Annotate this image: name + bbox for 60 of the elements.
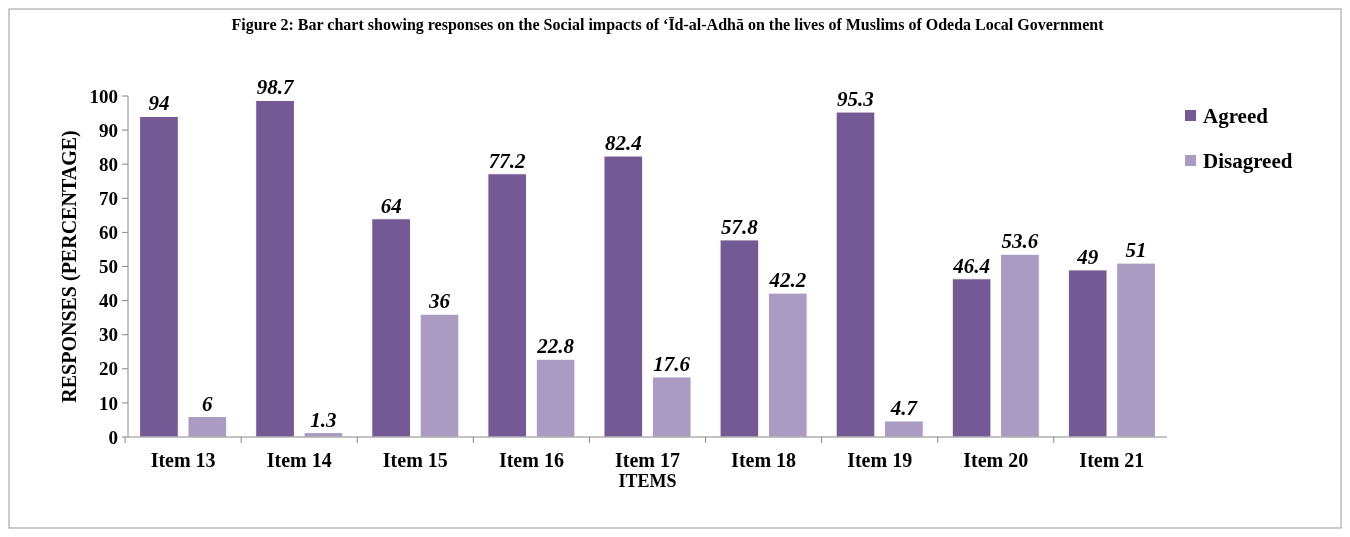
bar — [651, 376, 692, 438]
bar — [603, 155, 644, 438]
x-tick-label: Item 17 — [615, 449, 680, 471]
x-tick-label: Item 16 — [498, 449, 564, 471]
legend-label: Agreed — [1203, 104, 1269, 129]
legend-label: Disagreed — [1203, 149, 1293, 174]
y-tick-label: 100 — [89, 85, 118, 107]
data-label: 17.6 — [653, 351, 691, 376]
bar — [419, 313, 460, 438]
bar — [1116, 262, 1156, 438]
x-tick-label: Item 14 — [266, 449, 332, 471]
chart-title: Figure 2: Bar chart showing responses on the Social impacts of ‘Īd-al-Adhā on the lives of Muslims of Odeda Local Government — [231, 16, 1105, 34]
x-tick-label: Item 20 — [963, 449, 1029, 471]
bar — [884, 420, 924, 438]
y-tick-label: 20 — [99, 358, 118, 380]
data-label: 53.6 — [1001, 229, 1039, 254]
data-label: 46.4 — [952, 253, 990, 278]
bar — [371, 218, 411, 438]
bar — [835, 111, 876, 438]
data-label: 42.2 — [768, 268, 807, 293]
y-tick-label: 0 — [108, 426, 118, 448]
data-label: 64 — [380, 193, 402, 218]
x-tick-label: Item 19 — [847, 449, 913, 471]
bar — [255, 99, 295, 438]
data-label: 49 — [1076, 244, 1099, 269]
data-label: 77.2 — [488, 148, 527, 173]
y-tick-label: 10 — [99, 392, 118, 414]
data-label: 82.4 — [604, 131, 642, 156]
bar — [535, 358, 576, 438]
data-label: 51 — [1125, 238, 1147, 263]
x-axis-title: ITEMS — [618, 471, 677, 491]
y-axis-title: RESPONSES (PERCENTAGE) — [58, 130, 81, 403]
x-tick-label: Item 15 — [382, 449, 448, 471]
x-tick-label: Item 13 — [150, 449, 216, 471]
y-tick-label: 50 — [99, 256, 118, 278]
y-tick-label: 30 — [99, 324, 118, 346]
data-label: 95.3 — [837, 87, 874, 112]
bar — [1067, 269, 1108, 438]
y-tick-label: 90 — [99, 119, 118, 141]
x-tick-label: Item 18 — [731, 449, 797, 471]
y-tick-label: 60 — [99, 222, 118, 244]
bar — [187, 416, 228, 438]
y-tick-label: 70 — [99, 187, 118, 209]
data-label: 6 — [202, 391, 214, 416]
data-label: 94 — [148, 91, 170, 116]
y-tick-label: 40 — [99, 290, 118, 312]
bar — [487, 173, 528, 438]
bar — [767, 292, 808, 438]
y-tick-label: 80 — [99, 153, 118, 175]
data-label: 1.3 — [310, 407, 337, 432]
data-label: 4.7 — [889, 395, 919, 420]
bar — [719, 239, 760, 438]
data-label: 57.8 — [721, 214, 759, 239]
bar — [1000, 253, 1040, 438]
bar — [139, 115, 179, 438]
data-label: 98.7 — [256, 75, 295, 100]
x-tick-label: Item 21 — [1079, 449, 1145, 471]
data-label: 36 — [428, 289, 451, 314]
bar — [951, 278, 992, 438]
data-label: 22.8 — [536, 334, 575, 359]
